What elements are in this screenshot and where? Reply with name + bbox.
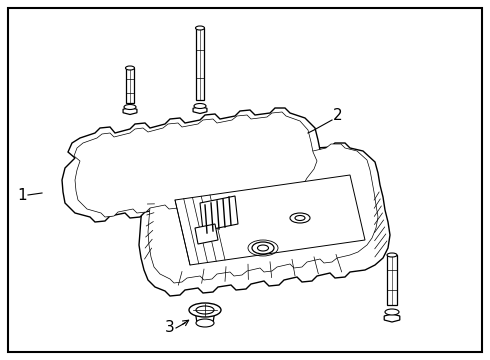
Polygon shape <box>148 144 378 283</box>
Polygon shape <box>139 143 390 296</box>
Ellipse shape <box>295 216 305 220</box>
Polygon shape <box>123 108 137 114</box>
Ellipse shape <box>196 319 214 327</box>
Ellipse shape <box>385 309 399 315</box>
Ellipse shape <box>124 104 136 109</box>
Ellipse shape <box>196 306 214 314</box>
Polygon shape <box>74 112 317 217</box>
Ellipse shape <box>258 245 269 251</box>
Ellipse shape <box>125 66 134 70</box>
Ellipse shape <box>194 104 206 108</box>
Polygon shape <box>384 314 400 322</box>
Text: 3: 3 <box>165 320 175 336</box>
Text: 2: 2 <box>333 108 343 122</box>
Polygon shape <box>195 224 218 244</box>
Polygon shape <box>175 175 365 265</box>
Polygon shape <box>200 196 238 231</box>
Text: 1: 1 <box>17 188 27 202</box>
Polygon shape <box>195 310 215 323</box>
Ellipse shape <box>387 253 397 257</box>
Ellipse shape <box>290 213 310 223</box>
Ellipse shape <box>252 242 274 254</box>
Polygon shape <box>196 28 204 100</box>
Polygon shape <box>126 68 134 103</box>
Polygon shape <box>193 107 207 113</box>
Ellipse shape <box>196 26 204 30</box>
Polygon shape <box>62 108 325 222</box>
Polygon shape <box>387 255 397 305</box>
Ellipse shape <box>189 303 221 317</box>
